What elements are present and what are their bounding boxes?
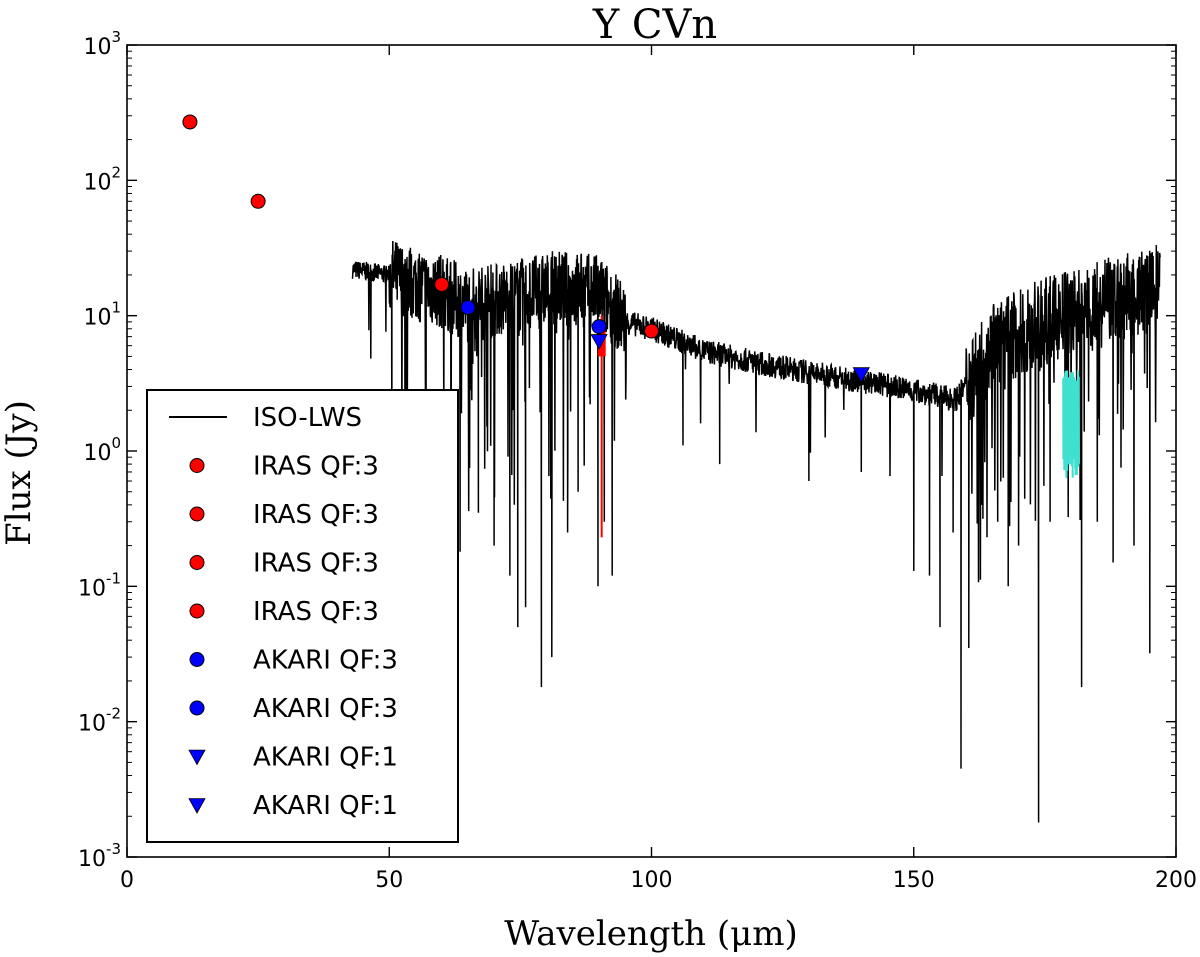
legend-swatch-marker xyxy=(189,700,205,716)
x-tick-label: 50 xyxy=(375,868,403,893)
legend-swatch-marker xyxy=(188,749,206,766)
y-tick-label: 10-1 xyxy=(78,569,121,601)
points-layer xyxy=(182,114,870,538)
data-point-akari-6 xyxy=(591,319,607,335)
chart-title: Y CVn xyxy=(592,2,717,48)
legend-label: AKARI QF:1 xyxy=(253,791,398,821)
y-axis-label: Flux (Jy) xyxy=(0,400,39,546)
data-point-iras-3 xyxy=(434,276,450,292)
legend-label: IRAS QF:3 xyxy=(253,452,379,482)
legend-label: ISO-LWS xyxy=(253,403,362,433)
x-tick-label: 200 xyxy=(1155,868,1197,893)
spectrum-layer xyxy=(351,240,1161,823)
y-tick-label: 101 xyxy=(83,299,121,331)
x-tick-label: 100 xyxy=(631,868,673,893)
spectrum-highlight-segment xyxy=(1062,370,1080,479)
x-tick-label: 150 xyxy=(893,868,935,893)
legend-swatch-marker xyxy=(189,652,205,667)
y-tick-label: 10-3 xyxy=(78,840,121,872)
legend-swatch-marker xyxy=(189,603,205,619)
axes-layer: 0 50 100 150 200 10-3 10-2 10-1 100 101 102 103 xyxy=(78,28,1197,893)
legend-swatch-marker xyxy=(189,555,205,570)
legend-label: AKARI QF:3 xyxy=(253,646,398,676)
data-point-akari-8 xyxy=(852,367,870,383)
legend-label: AKARI QF:1 xyxy=(253,743,398,773)
legend-label: IRAS QF:3 xyxy=(253,500,379,530)
legend-swatch-marker xyxy=(189,458,205,473)
x-axis-label: Wavelength (μm) xyxy=(504,914,797,954)
y-tick-label: 103 xyxy=(83,28,121,60)
x-tick-label: 0 xyxy=(120,868,134,893)
y-tick-label: 100 xyxy=(83,434,121,466)
legend-label: IRAS QF:3 xyxy=(253,549,379,579)
spectrum-line-iso-lws xyxy=(351,240,1161,823)
data-point-iras-2 xyxy=(250,193,266,209)
legend: ISO-LWS IRAS QF:3 IRAS QF:3 IRAS QF:3 IRAS Q… xyxy=(146,389,459,843)
y-tick-label: 102 xyxy=(83,163,121,195)
data-point-akari-7 xyxy=(590,334,608,350)
legend-label: IRAS QF:3 xyxy=(253,597,379,627)
legend-swatch-marker xyxy=(188,798,206,814)
data-point-iras-1 xyxy=(182,114,198,130)
legend-swatch-marker xyxy=(189,506,205,522)
y-tick-label: 10-2 xyxy=(78,705,121,737)
legend-label: AKARI QF:3 xyxy=(253,694,398,724)
data-point-akari-5 xyxy=(460,299,476,315)
data-point-iras-4 xyxy=(644,323,659,339)
